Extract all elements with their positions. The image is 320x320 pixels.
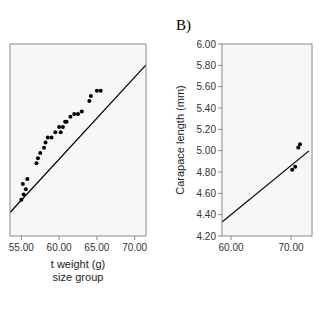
scatter-point xyxy=(72,112,76,116)
y-tick xyxy=(218,236,222,237)
y-tick xyxy=(218,86,222,87)
scatter-point xyxy=(59,130,63,134)
scatter-point xyxy=(87,99,91,103)
scatter-point xyxy=(34,161,38,165)
scatter-point xyxy=(25,177,29,181)
fit-line xyxy=(10,65,146,213)
panel: 60.00 70.00 4.20 4.40 4.60 4.80 5.00 5.20 5.40 5.… xyxy=(174,17,312,253)
y-tick-label: 5.20 xyxy=(197,124,217,135)
y-tick xyxy=(218,108,222,109)
scatter-point xyxy=(19,198,23,202)
plot-frame xyxy=(10,44,146,236)
scatter-point xyxy=(53,130,57,134)
scatter-point xyxy=(298,142,302,146)
scatter-point xyxy=(76,112,80,116)
chart-canvas: 55.00 60.00 65.00 70.00 t weight (g)size gro… xyxy=(0,0,320,320)
x-axis-label: size group xyxy=(53,271,104,283)
plot-background xyxy=(222,44,312,236)
x-tick xyxy=(291,236,292,240)
x-tick xyxy=(21,236,22,240)
plot-area xyxy=(222,142,309,222)
scatter-point xyxy=(50,135,54,139)
scatter-point xyxy=(36,156,40,160)
scatter-point xyxy=(57,125,61,129)
y-axis-label: Carapace length (mm) xyxy=(174,85,186,194)
plot-area xyxy=(10,65,146,213)
scatter-point xyxy=(95,89,99,93)
x-tick xyxy=(134,236,135,240)
y-tick xyxy=(218,129,222,130)
plot-background xyxy=(10,44,146,236)
y-tick-label: 6.00 xyxy=(197,39,217,50)
y-tick-label: 4.40 xyxy=(197,209,217,220)
y-tick-label: 5.60 xyxy=(197,81,217,92)
y-tick-label: 5.40 xyxy=(197,103,217,114)
x-tick-label: 65.00 xyxy=(84,242,109,253)
y-tick xyxy=(218,214,222,215)
y-tick xyxy=(218,193,222,194)
scatter-point xyxy=(61,125,65,129)
scatter-point xyxy=(80,109,84,113)
x-tick-label: 70.00 xyxy=(278,242,303,253)
x-tick xyxy=(231,236,232,240)
x-tick xyxy=(59,236,60,240)
scatter-point xyxy=(290,168,294,172)
y-tick-label: 4.80 xyxy=(197,167,217,178)
scatter-point xyxy=(22,192,26,196)
y-tick-label: 4.20 xyxy=(197,231,217,242)
scatter-point xyxy=(21,182,25,186)
y-tick-label: 5.00 xyxy=(197,145,217,156)
x-tick-label: 60.00 xyxy=(218,242,243,253)
scatter-point xyxy=(24,187,28,191)
y-tick xyxy=(218,172,222,173)
scatter-point xyxy=(68,115,72,119)
plot-frame xyxy=(222,44,312,236)
x-axis-label: t weight (g) xyxy=(51,258,105,270)
fit-line xyxy=(222,151,309,222)
x-tick-label: 60.00 xyxy=(47,242,72,253)
y-tick-label: 5.80 xyxy=(197,60,217,71)
y-tick-label: 4.60 xyxy=(197,188,217,199)
scatter-point xyxy=(65,120,69,124)
y-tick xyxy=(218,150,222,151)
scatter-point xyxy=(89,94,93,98)
x-tick-label: 70.00 xyxy=(122,242,147,253)
y-tick xyxy=(218,65,222,66)
scatter-point xyxy=(44,141,48,145)
panel-label: B) xyxy=(176,17,191,34)
x-tick xyxy=(96,236,97,240)
scatter-point xyxy=(42,146,46,150)
panel: 55.00 60.00 65.00 70.00 t weight (g)size gro… xyxy=(9,44,148,283)
y-tick xyxy=(218,44,222,45)
x-tick-label: 55.00 xyxy=(9,242,34,253)
scatter-point xyxy=(99,89,103,93)
scatter-point xyxy=(38,151,42,155)
scatter-point xyxy=(293,165,297,169)
scatter-point xyxy=(46,135,50,139)
